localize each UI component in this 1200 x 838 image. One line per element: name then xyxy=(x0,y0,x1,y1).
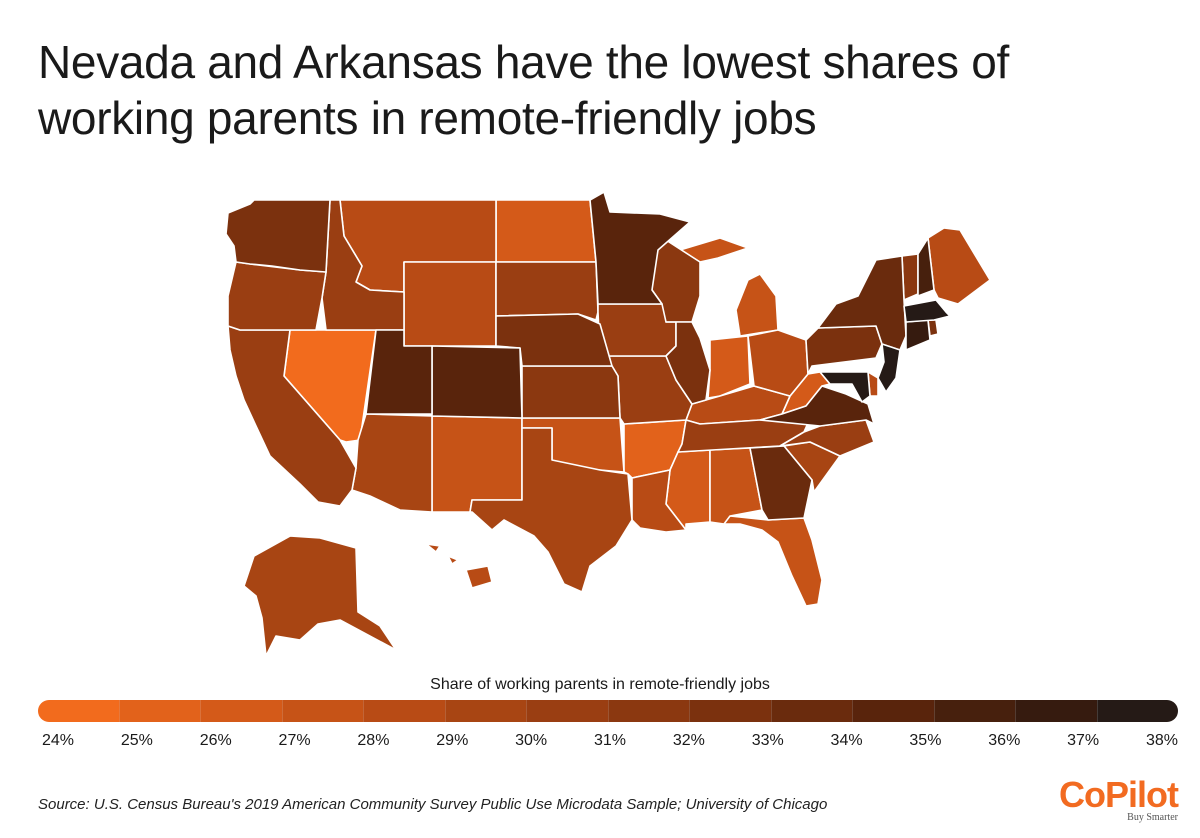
legend-swatch xyxy=(607,700,689,722)
state-co xyxy=(431,345,523,419)
legend-swatch xyxy=(38,700,119,722)
legend-swatch xyxy=(118,700,200,722)
legend-tick-label: 32% xyxy=(672,732,705,749)
legend-tick-labels: 24% 25% 26% 27% 28% 29% 30% 31% 32% 33% 34% 35% 36% 3… xyxy=(0,732,1200,756)
state-ks xyxy=(521,365,621,419)
state-hi xyxy=(425,543,493,589)
legend-title: Share of working parents in remote-frien… xyxy=(430,676,770,693)
legend-swatch xyxy=(281,700,363,722)
state-sd xyxy=(495,261,599,321)
logo-tagline: Buy Smarter xyxy=(1127,812,1178,823)
state-la xyxy=(631,469,687,533)
legend-tick-label: 25% xyxy=(120,732,153,749)
legend-tick-label: 29% xyxy=(436,732,469,749)
state-nh xyxy=(917,237,935,297)
state-ut xyxy=(365,329,433,415)
state-me xyxy=(927,227,991,305)
legend-tick-label: 31% xyxy=(593,732,627,749)
legend-swatch xyxy=(363,700,445,722)
legend-tick-label: 36% xyxy=(988,732,1021,749)
chart-title: Nevada and Arkansas have the lowest shar… xyxy=(38,36,1009,144)
legend-tick-label: 35% xyxy=(909,732,942,749)
state-pa xyxy=(805,325,883,375)
state-ma xyxy=(903,299,951,323)
legend-swatch xyxy=(1096,700,1178,722)
state-or xyxy=(227,261,327,331)
legend-tick-label: 33% xyxy=(751,732,784,749)
state-ca xyxy=(227,325,357,507)
legend-swatch xyxy=(852,700,934,722)
legend-tick-label: 26% xyxy=(199,732,232,749)
legend-swatch xyxy=(1015,700,1097,722)
source-note: Source: U.S. Census Bureau's 2019 Americ… xyxy=(38,796,828,813)
legend-tick-label: 24% xyxy=(41,732,75,749)
legend-tick-label: 27% xyxy=(278,732,311,749)
legend-swatch xyxy=(689,700,771,722)
state-az xyxy=(351,413,433,513)
state-wy xyxy=(403,261,497,347)
legend-swatch xyxy=(526,700,608,722)
state-ny xyxy=(817,255,907,351)
legend-swatch xyxy=(770,700,852,722)
state-ne xyxy=(495,313,613,367)
state-ct xyxy=(905,319,931,351)
logo-brand: CoPilot xyxy=(1059,774,1179,815)
state-md xyxy=(819,371,871,403)
state-nc xyxy=(779,419,875,457)
legend-swatch xyxy=(444,700,526,722)
state-ak xyxy=(243,535,397,657)
state-wa xyxy=(225,199,331,273)
legend-swatch xyxy=(200,700,282,722)
state-il xyxy=(665,321,711,405)
state-nj xyxy=(877,343,901,393)
legend-tick-label: 30% xyxy=(515,732,548,749)
legend-swatch xyxy=(933,700,1015,722)
state-mn xyxy=(589,191,691,305)
state-va xyxy=(759,385,875,427)
legend-tick-label: 37% xyxy=(1067,732,1100,749)
state-nm xyxy=(431,415,523,513)
state-fl xyxy=(709,515,823,607)
state-oh xyxy=(747,329,809,397)
legend-tick-label: 38% xyxy=(1145,732,1179,749)
legend-color-scale xyxy=(38,700,1178,722)
state-nd xyxy=(495,199,597,263)
legend-tick-label: 28% xyxy=(357,732,390,749)
legend-tick-label: 34% xyxy=(830,732,863,749)
copilot-logo: CoPilot Buy Smarter xyxy=(1059,774,1179,824)
state-ga xyxy=(749,445,813,521)
state-tx xyxy=(469,427,633,593)
